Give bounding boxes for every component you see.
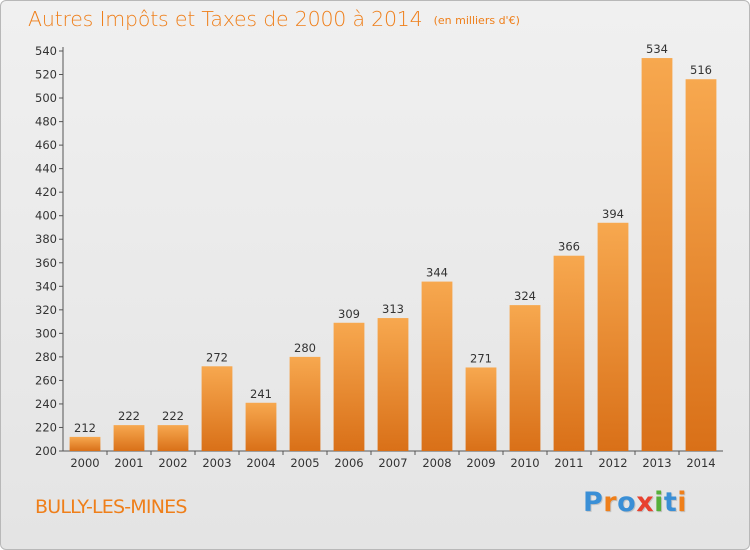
bar [641, 58, 673, 451]
logo-letter: r [603, 487, 618, 518]
y-tick-label: 440 [35, 162, 57, 176]
bar-value-label: 222 [118, 409, 140, 423]
chart-title-row: Autres Impôts et Taxes de 2000 à 2014 (e… [28, 7, 520, 31]
bar-value-label: 272 [206, 350, 228, 364]
bar-value-label: 222 [162, 409, 184, 423]
bar-value-label: 394 [602, 207, 624, 221]
y-tick-label: 380 [35, 232, 57, 246]
bar [553, 255, 585, 451]
x-tick-label: 2003 [202, 456, 231, 470]
y-tick-label: 520 [35, 68, 57, 82]
y-tick-label: 480 [35, 115, 57, 129]
y-tick-label: 500 [35, 91, 57, 105]
y-tick-label: 540 [35, 44, 57, 58]
bar-value-label: 271 [470, 351, 492, 365]
y-tick-label: 240 [35, 397, 57, 411]
bar-value-label: 313 [382, 302, 404, 316]
bar-value-label: 241 [250, 387, 272, 401]
x-tick-label: 2001 [114, 456, 143, 470]
logo-letter: t [663, 487, 678, 518]
bar [421, 281, 453, 451]
y-tick-label: 200 [35, 444, 57, 458]
bar-value-label: 309 [338, 307, 360, 321]
x-tick-label: 2002 [158, 456, 187, 470]
x-tick-label: 2005 [290, 456, 319, 470]
bar [245, 402, 277, 451]
bar [69, 436, 101, 451]
y-tick-label: 220 [35, 420, 57, 434]
x-tick-label: 2011 [554, 456, 583, 470]
x-tick-label: 2006 [334, 456, 363, 470]
x-tick-label: 2007 [378, 456, 407, 470]
bar [377, 318, 409, 451]
y-tick-label: 460 [35, 138, 57, 152]
bar [333, 322, 365, 451]
y-tick-label: 260 [35, 373, 57, 387]
y-tick-label: 340 [35, 279, 57, 293]
x-tick-label: 2012 [598, 456, 627, 470]
bar-value-label: 344 [426, 266, 448, 280]
bar-value-label: 534 [646, 42, 668, 56]
bar-value-label: 280 [294, 341, 316, 355]
y-tick-label: 320 [35, 303, 57, 317]
bar [201, 366, 233, 451]
bar [113, 425, 145, 451]
bar [509, 305, 541, 451]
bar [685, 79, 717, 451]
x-tick-label: 2010 [510, 456, 539, 470]
logo-letter: i [654, 487, 664, 518]
y-tick-label: 420 [35, 185, 57, 199]
y-tick-label: 360 [35, 256, 57, 270]
logo-letter: P [583, 487, 604, 518]
chart-subtitle: (en milliers d'€) [433, 14, 520, 27]
place-name: BULLY-LES-MINES [35, 496, 187, 518]
bar-value-label: 324 [514, 289, 536, 303]
x-tick-label: 2009 [466, 456, 495, 470]
logo-letter: i [677, 487, 688, 518]
y-tick-label: 400 [35, 209, 57, 223]
y-tick-label: 300 [35, 326, 57, 340]
bar-value-label: 366 [558, 240, 580, 254]
logo-letter: o [617, 487, 637, 518]
bar-value-label: 516 [690, 63, 712, 77]
x-tick-label: 2008 [422, 456, 451, 470]
chart-title: Autres Impôts et Taxes de 2000 à 2014 [28, 7, 423, 31]
x-tick-label: 2004 [246, 456, 275, 470]
bar [465, 367, 497, 451]
bar-value-label: 212 [74, 421, 96, 435]
x-tick-label: 2000 [70, 456, 99, 470]
y-tick-label: 280 [35, 350, 57, 364]
bar [597, 222, 629, 451]
proxiti-logo: Proxiti [583, 487, 687, 518]
x-tick-label: 2013 [642, 456, 671, 470]
bar [289, 356, 321, 451]
logo-letter: x [636, 487, 655, 518]
x-tick-label: 2014 [686, 456, 715, 470]
bar [157, 425, 189, 451]
